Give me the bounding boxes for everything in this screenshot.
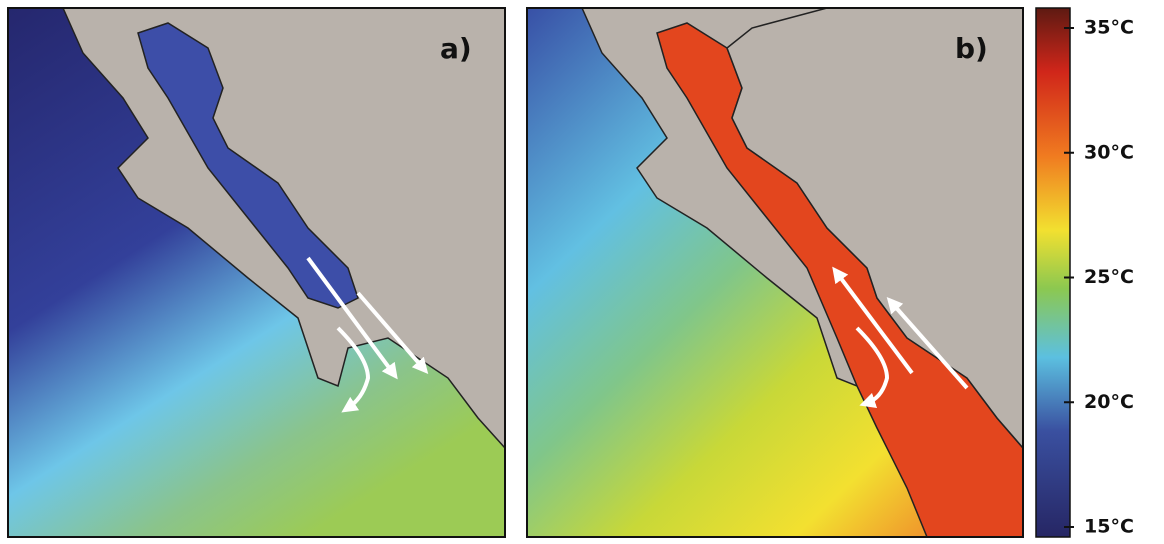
colorbar-tick-label: 15°C: [1084, 516, 1134, 538]
colorbar-tick-label: 35°C: [1084, 17, 1134, 39]
panel-label: a): [440, 32, 472, 65]
panel-a: a): [8, 8, 505, 537]
colorbar: [1036, 8, 1070, 537]
colorbar-tick-label: 25°C: [1084, 266, 1134, 288]
panel-label: b): [955, 32, 988, 65]
colorbar-tick-label: 20°C: [1084, 391, 1134, 413]
figure: a) b) 35°C 30°C 25°C 20°C 15°C: [0, 0, 1164, 544]
colorbar-tick-label: 30°C: [1084, 141, 1134, 163]
panel-b: b): [527, 8, 1024, 537]
